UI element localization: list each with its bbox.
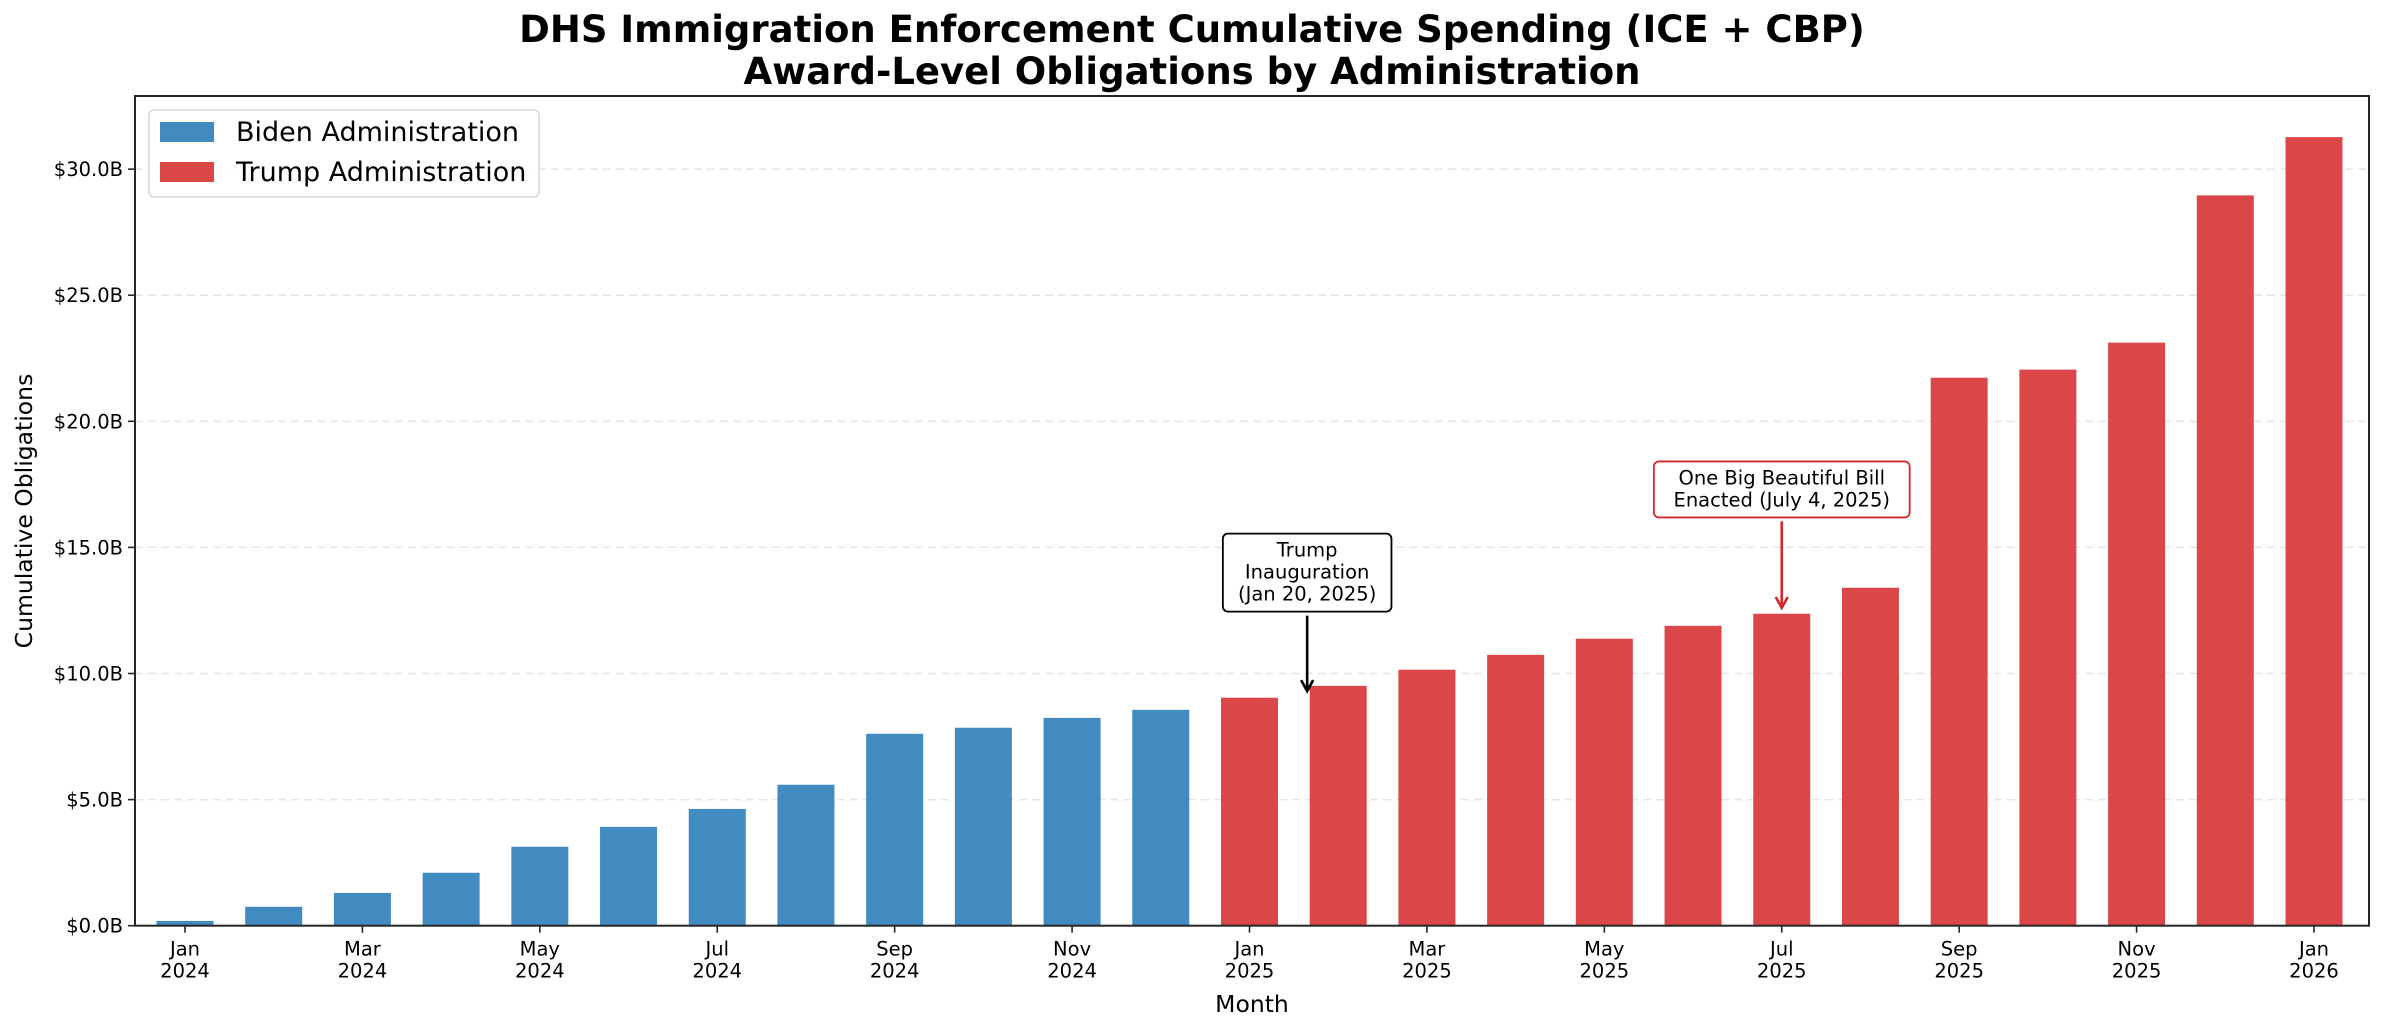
annotation-arrow-head xyxy=(1774,596,1789,611)
x-tick-label: Mar 2024 xyxy=(338,938,388,983)
bar-biden: Dec 2024: $8.56B xyxy=(1132,709,1190,926)
x-tick-label: Sep 2025 xyxy=(1934,938,1984,983)
chart-title: DHS Immigration Enforcement Cumulative S… xyxy=(519,8,1865,51)
bars: Jan 2024: $0.19B Feb 2024: $0.75B Mar 2024… xyxy=(156,137,2343,926)
x-tick-label: May 2025 xyxy=(1580,938,1630,983)
x-tick-label: Jan 2026 xyxy=(2289,938,2339,983)
bar-biden: Sep 2024: $7.61B xyxy=(866,733,924,926)
legend-label-trump: Trump Administration xyxy=(235,157,526,188)
x-tick-label: Jul 2024 xyxy=(692,938,742,983)
x-tick-label: Jul 2025 xyxy=(1757,938,1807,983)
x-tick-label: Jan 2024 xyxy=(160,938,210,983)
bar-trump: Jan 2025: $9.04B xyxy=(1221,697,1278,926)
x-tick-label: Sep 2024 xyxy=(870,938,920,983)
legend-swatch-biden xyxy=(160,122,214,142)
y-tick-label: $20.0B xyxy=(54,410,123,433)
legend-swatch-trump xyxy=(160,162,214,182)
annotations: Trump Inauguration (Jan 20, 2025) One Big B… xyxy=(1221,460,1911,694)
bar-trump: Jun 2025: $11.89B xyxy=(1664,625,1722,926)
annotation-box xyxy=(1221,532,1393,613)
bar-trump: Jan 2026: $31.27B xyxy=(2285,137,2343,926)
annotation-box xyxy=(1652,460,1911,519)
bar-trump: Feb 2025: $9.51B xyxy=(1309,685,1367,926)
legend-box xyxy=(148,109,540,198)
bar-trump: May 2025: $11.38B xyxy=(1575,638,1633,926)
bar-biden: Nov 2024: $8.24B xyxy=(1043,717,1101,926)
bar-trump: Nov 2025: $23.12B xyxy=(2108,342,2166,926)
bar-biden: May 2024: $3.13B xyxy=(511,846,569,926)
annotation-text: Trump Inauguration (Jan 20, 2025) xyxy=(1238,539,1376,606)
bar-biden: Jan 2024: $0.19B xyxy=(156,920,214,926)
annotation-arrow-head xyxy=(1300,679,1315,694)
y-tick-label: $5.0B xyxy=(66,789,123,812)
bar-trump: Apr 2025: $10.74B xyxy=(1487,654,1545,926)
bar-trump: Sep 2025: $21.73B xyxy=(1930,377,1988,926)
bar-trump: Oct 2025: $22.05B xyxy=(2019,369,2077,926)
bar-trump: Dec 2025: $28.96B xyxy=(2196,195,2254,926)
y-tick-label: $15.0B xyxy=(54,536,123,559)
y-tick-label: $0.0B xyxy=(66,915,123,938)
annotation-text: One Big Beautiful Bill Enacted (July 4, 2… xyxy=(1674,466,1890,511)
bar-biden: Jun 2024: $3.92B xyxy=(600,826,658,926)
bar-biden: Aug 2024: $5.59B xyxy=(777,784,835,926)
y-axis-label: Cumulative Obligations xyxy=(10,374,38,649)
y-tick-label: $30.0B xyxy=(54,158,123,181)
x-tick-label: May 2024 xyxy=(515,938,565,983)
bar-trump: Jul 2025: $12.37B xyxy=(1753,613,1811,926)
annotation-obbb: One Big Beautiful Bill Enacted (July 4, 2… xyxy=(1652,460,1911,611)
bar-trump: Mar 2025: $10.15B xyxy=(1398,669,1456,926)
chart-subtitle: Award-Level Obligations by Administratio… xyxy=(743,50,1640,93)
x-tick-label: Nov 2025 xyxy=(2112,938,2162,983)
bar-biden: Mar 2024: $1.30B xyxy=(333,892,391,926)
legend: Biden Administration Trump Administratio… xyxy=(148,109,540,198)
x-axis: Jan 2024 Mar 2024 May 2024 Jul 2024 Sep 2024 Nov 20… xyxy=(160,925,2339,983)
gridlines xyxy=(135,168,2369,801)
y-tick-label: $25.0B xyxy=(54,284,123,307)
x-tick-label: Jan 2025 xyxy=(1225,938,1275,983)
bar-biden: Feb 2024: $0.75B xyxy=(245,906,303,926)
y-axis: $0.0B $5.0B $10.0B $15.0B $20.0B $25.0B $30.0B xyxy=(54,158,135,938)
bar-biden: Oct 2024: $7.85B xyxy=(954,727,1012,926)
bar-biden: Apr 2024: $2.10B xyxy=(422,872,480,926)
x-tick-label: Mar 2025 xyxy=(1402,938,1452,983)
axes-frame xyxy=(134,95,2370,927)
legend-label-biden: Biden Administration xyxy=(236,117,519,148)
x-tick-label: Nov 2024 xyxy=(1047,938,1097,983)
annotation-inauguration: Trump Inauguration (Jan 20, 2025) xyxy=(1221,532,1393,694)
bar-biden: Jul 2024: $4.63B xyxy=(688,808,746,926)
x-axis-label: Month xyxy=(1215,990,1289,1018)
y-tick-label: $10.0B xyxy=(54,663,123,686)
bar-trump: Aug 2025: $13.40B xyxy=(1841,587,1899,926)
